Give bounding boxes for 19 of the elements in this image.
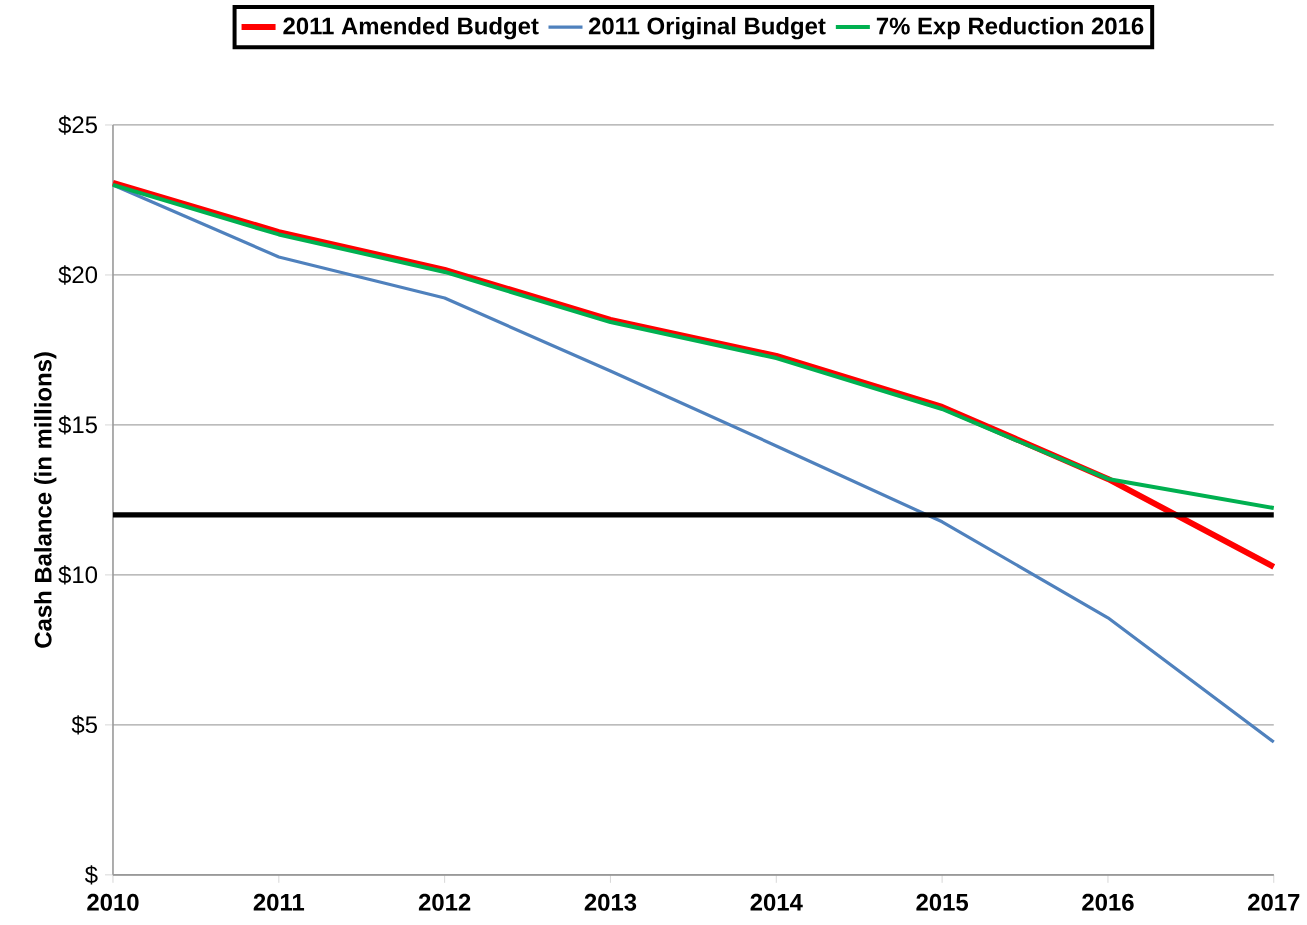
y-tick-label: $5: [71, 715, 97, 735]
x-tick-label: 2014: [750, 893, 803, 911]
legend-label: 2011 Amended Budget: [283, 17, 539, 40]
y-tick-label: $10: [58, 565, 98, 585]
y-tick-label: $: [84, 865, 98, 885]
x-tick-label: 2013: [584, 893, 637, 911]
x-tick-label: 2017: [1248, 893, 1300, 911]
legend-label: 7% Exp Reduction 2016: [876, 17, 1144, 40]
x-tick-label: 2015: [916, 893, 969, 911]
y-tick-label: $25: [58, 115, 97, 135]
y-axis-title: Cash Balance (in millions): [34, 352, 57, 648]
x-tick-label: 2011: [253, 893, 305, 911]
y-tick-label: $20: [58, 265, 98, 285]
x-tick-label: 2016: [1082, 893, 1134, 911]
line-series: [110, 183, 1276, 511]
x-tick-label: 2010: [87, 893, 139, 911]
x-tick-label: 2012: [418, 893, 471, 911]
legend-label: 2011 Original Budget: [588, 17, 826, 40]
y-tick-label: $15: [58, 415, 97, 435]
